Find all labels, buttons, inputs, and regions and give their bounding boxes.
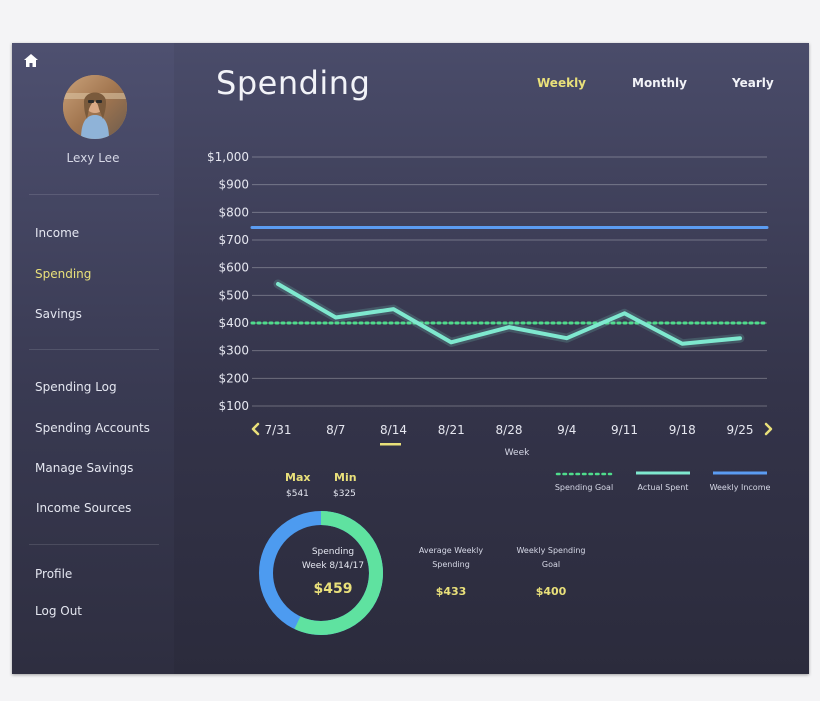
- x-tick-label[interactable]: 7/31: [265, 423, 292, 437]
- series-line-actual-spent: [276, 281, 742, 346]
- sidebar-item-spending-accounts[interactable]: Spending Accounts: [35, 421, 150, 435]
- donut-caption: Spending Week 8/14/17: [278, 545, 388, 573]
- spending-chart: $1,000 $900 $800 $700 $600 $500 $400 $300 $200 $1…: [207, 150, 773, 635]
- legend-actual-spent: Actual Spent: [638, 483, 689, 492]
- average-spending-label: Average Weekly Spending: [406, 544, 496, 572]
- x-tick-label[interactable]: 9/4: [557, 423, 576, 437]
- average-spending-value: $433: [435, 585, 467, 598]
- donut-caption-line2: Week 8/14/17: [301, 561, 365, 571]
- average-spending-label-line2: Spending: [432, 560, 470, 569]
- x-tick-label[interactable]: 8/28: [496, 423, 523, 437]
- avatar[interactable]: [63, 75, 127, 139]
- sidebar-item-log-out[interactable]: Log Out: [35, 604, 83, 618]
- spending-donut: [259, 511, 383, 635]
- sidebar-item-spending[interactable]: Spending: [35, 267, 92, 281]
- x-tick-label[interactable]: 8/21: [438, 423, 465, 437]
- donut-value: $459: [313, 581, 353, 597]
- sidebar-divider: [29, 194, 159, 195]
- sidebar-item-spending-log[interactable]: Spending Log: [35, 380, 117, 394]
- chevron-right-icon[interactable]: [764, 422, 773, 436]
- selected-week-indicator: [380, 443, 401, 446]
- max-label: Max: [285, 471, 311, 484]
- y-tick-label: $300: [218, 344, 249, 358]
- y-tick-label: $400: [218, 316, 249, 330]
- sidebar-divider: [29, 349, 159, 350]
- sidebar: Lexy Lee Income Spending Savings Spendin…: [12, 43, 174, 674]
- y-tick-label: $1,000: [207, 150, 249, 164]
- x-tick-label[interactable]: 9/18: [669, 423, 696, 437]
- legend-weekly-income: Weekly Income: [710, 483, 771, 492]
- y-tick-label: $700: [218, 233, 249, 247]
- spending-goal-label-line2: Goal: [541, 560, 561, 569]
- x-tick-label[interactable]: 9/11: [611, 423, 638, 437]
- sidebar-divider: [29, 544, 159, 545]
- donut-caption-line1: Spending: [311, 547, 355, 557]
- spending-goal-value: $400: [535, 585, 567, 598]
- y-tick-label: $800: [218, 205, 249, 219]
- y-tick-label: $900: [218, 178, 249, 192]
- tab-weekly[interactable]: Weekly: [537, 76, 587, 90]
- legend: Spending Goal Actual Spent Weekly Income: [555, 471, 771, 492]
- user-name: Lexy Lee: [66, 151, 120, 165]
- x-tick-label[interactable]: 9/25: [727, 423, 754, 437]
- tab-yearly[interactable]: Yearly: [732, 76, 774, 90]
- min-value: $325: [333, 489, 356, 499]
- x-axis-label: Week: [505, 448, 530, 458]
- y-tick-label: $200: [218, 371, 249, 385]
- y-tick-label: $600: [218, 261, 249, 275]
- y-tick-label: $500: [218, 288, 249, 302]
- app-window: Lexy Lee Income Spending Savings Spendin…: [12, 43, 809, 674]
- sidebar-item-profile[interactable]: Profile: [35, 567, 73, 581]
- spending-goal-label-line1: Weekly Spending: [516, 546, 586, 555]
- average-spending-label-line1: Average Weekly: [418, 546, 484, 555]
- y-tick-label: $100: [218, 399, 249, 413]
- x-tick-label[interactable]: 8/7: [326, 423, 345, 437]
- legend-spending-goal: Spending Goal: [555, 483, 613, 492]
- page-title: Spending: [216, 64, 371, 102]
- x-tick-label[interactable]: 8/14: [380, 423, 407, 437]
- chevron-left-icon[interactable]: [251, 422, 260, 436]
- spending-goal-label: Weekly Spending Goal: [506, 544, 596, 572]
- sidebar-item-manage-savings[interactable]: Manage Savings: [35, 461, 134, 475]
- sidebar-item-income-sources[interactable]: Income Sources: [36, 501, 132, 515]
- sidebar-item-income[interactable]: Income: [35, 226, 80, 240]
- sidebar-item-savings[interactable]: Savings: [35, 307, 82, 321]
- home-icon[interactable]: [24, 54, 38, 67]
- tab-monthly[interactable]: Monthly: [632, 76, 687, 90]
- min-label: Min: [334, 471, 357, 484]
- max-value: $541: [286, 489, 309, 499]
